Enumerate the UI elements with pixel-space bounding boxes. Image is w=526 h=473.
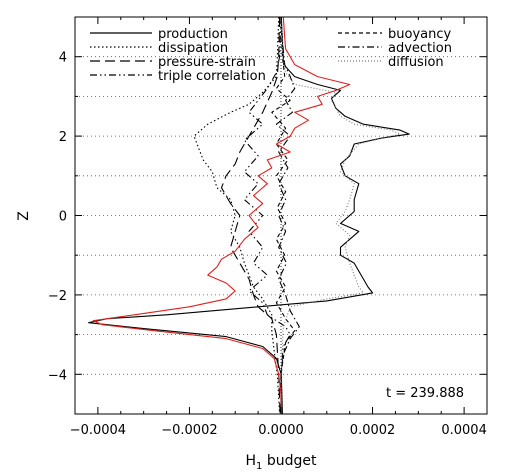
- x-tick-label: 0.0004: [441, 423, 487, 438]
- series-line-buoyancy: [271, 17, 296, 414]
- series-line-production: [88, 17, 410, 414]
- legend: productiondissipationpressure-straintrip…: [90, 27, 452, 84]
- y-tick-label: 0: [59, 210, 67, 225]
- y-tick-label: −4: [48, 368, 67, 383]
- legend-label: triple correlation: [158, 69, 266, 84]
- grid-layer: [75, 17, 487, 414]
- legend-label: production: [158, 27, 228, 42]
- y-tick-label: 2: [59, 130, 67, 145]
- series-layer: [88, 17, 410, 414]
- x-axis-label-subscript: 1: [256, 461, 262, 472]
- x-tick-label: −0.0004: [70, 423, 126, 438]
- legend-label: dissipation: [158, 41, 228, 56]
- series-line-pressure-strain: [220, 17, 281, 414]
- series-line-dissipation: [193, 17, 281, 414]
- x-tick-label: 0.0000: [258, 423, 304, 438]
- legend-label: buoyancy: [388, 27, 451, 42]
- series-line-diffusion: [280, 17, 401, 414]
- x-axis-label-suffix: budget: [262, 453, 317, 469]
- y-tick-label: 4: [59, 51, 67, 66]
- legend-label: advection: [388, 41, 452, 56]
- y-axis-label: Z: [16, 211, 32, 221]
- series-line-red-total: [92, 17, 351, 414]
- x-tick-label: −0.0002: [161, 423, 217, 438]
- time-annotation: t = 239.888: [386, 386, 464, 401]
- legend-label: pressure-strain: [158, 55, 256, 70]
- series-line-advection: [275, 17, 300, 414]
- y-tick-label: −2: [48, 289, 67, 304]
- x-tick-label: 0.0002: [350, 423, 396, 438]
- legend-label: diffusion: [388, 55, 444, 70]
- tick-layer: −0.0004 −0.0002 0.0000 0.0002 0.0004 −4 −2 0 2 4: [48, 16, 487, 438]
- series-line-triple-correlation: [243, 17, 291, 414]
- x-axis-label: H1 budget: [246, 453, 318, 472]
